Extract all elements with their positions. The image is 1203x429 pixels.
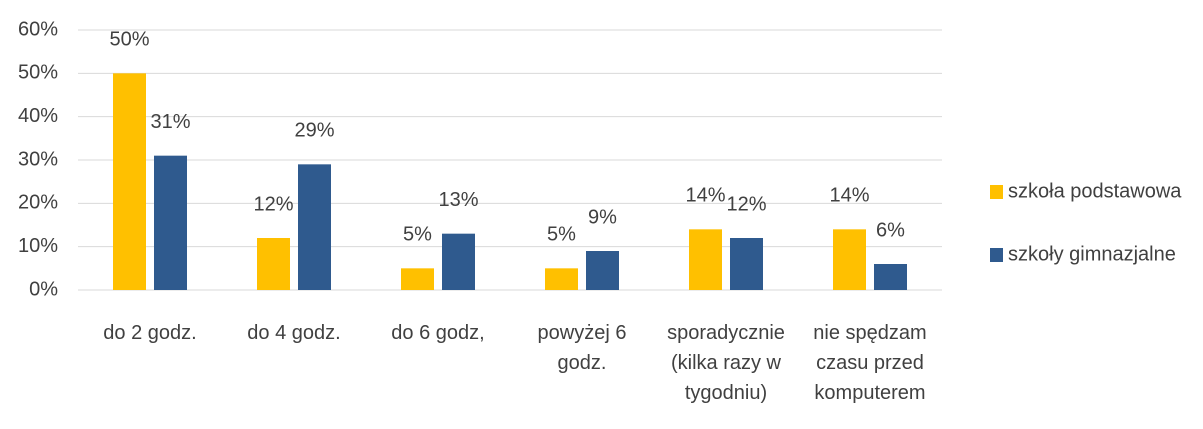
y-tick-label: 40% — [18, 105, 58, 127]
bar — [113, 73, 146, 290]
data-label: 5% — [403, 224, 432, 246]
x-tick-label: do 4 godz. — [247, 322, 341, 344]
legend-label: szkoły gimnazjalne — [1008, 243, 1176, 265]
data-label: 14% — [685, 185, 725, 207]
bar — [689, 229, 722, 290]
legend-label: szkoła podstawowa — [1008, 180, 1182, 202]
bar — [586, 251, 619, 290]
y-tick-label: 20% — [18, 192, 58, 214]
bar — [298, 164, 331, 290]
data-label: 14% — [829, 185, 869, 207]
bar — [730, 238, 763, 290]
x-tick-label: do 2 godz. — [103, 322, 197, 344]
bar — [401, 268, 434, 290]
data-label: 9% — [588, 206, 617, 228]
y-tick-label: 60% — [18, 18, 58, 40]
x-tick-label: powyżej 6 godz. — [537, 322, 627, 374]
data-label: 12% — [726, 193, 766, 215]
data-label: 12% — [253, 193, 293, 215]
y-tick-label: 10% — [18, 235, 58, 257]
y-tick-label: 30% — [18, 148, 58, 170]
bar — [545, 268, 578, 290]
legend-swatch — [990, 248, 1003, 262]
bar — [154, 155, 187, 290]
y-tick-label: 0% — [29, 278, 58, 300]
data-label: 50% — [109, 29, 149, 51]
x-tick-label: nie spędzam czasu przed komputerem — [813, 322, 927, 404]
bar — [874, 264, 907, 290]
data-label: 29% — [294, 120, 334, 142]
x-tick-label: do 6 godz, — [391, 322, 485, 344]
data-label: 13% — [438, 189, 478, 211]
y-tick-label: 50% — [18, 62, 58, 84]
legend-swatch — [990, 185, 1003, 199]
x-tick-label: sporadycznie (kilka razy w tygodniu) — [667, 322, 785, 404]
bar — [833, 229, 866, 290]
bar — [442, 233, 475, 290]
data-label: 6% — [876, 219, 905, 241]
bar — [257, 238, 290, 290]
data-label: 31% — [150, 111, 190, 133]
data-label: 5% — [547, 224, 576, 246]
